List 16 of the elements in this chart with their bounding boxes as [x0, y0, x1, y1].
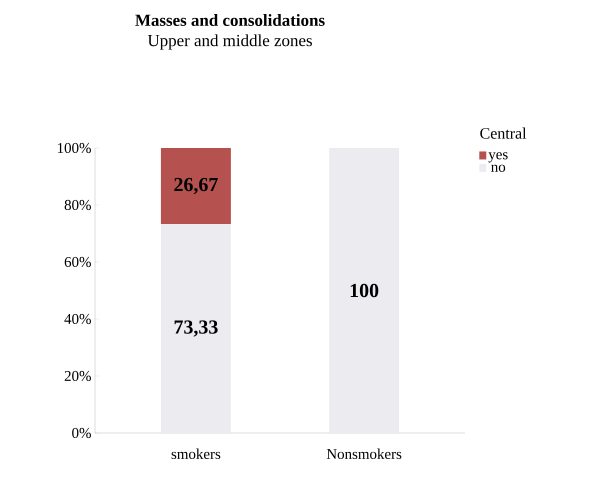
x-tick-label: Nonsmokers	[326, 448, 402, 460]
legend-label: yes	[488, 152, 508, 162]
y-tick-label: 0%	[72, 428, 91, 438]
y-tick-label: 60%	[64, 256, 91, 268]
legend-label: no	[491, 164, 506, 172]
x-tick-label: smokers	[172, 448, 220, 460]
y-tick-label: 100%	[58, 142, 91, 154]
chart-subtitle: Upper and middle zones	[148, 34, 312, 50]
y-tick-label: 80%	[64, 200, 91, 210]
legend-title: Central	[480, 128, 526, 139]
data-label: 100	[350, 284, 378, 298]
data-label: 26,67	[174, 178, 218, 194]
chart-title: Masses and consolidations	[135, 14, 325, 26]
data-label: 73,33	[174, 320, 218, 337]
y-tick-label: 40%	[64, 314, 91, 324]
y-tick-label: 20%	[64, 370, 91, 382]
